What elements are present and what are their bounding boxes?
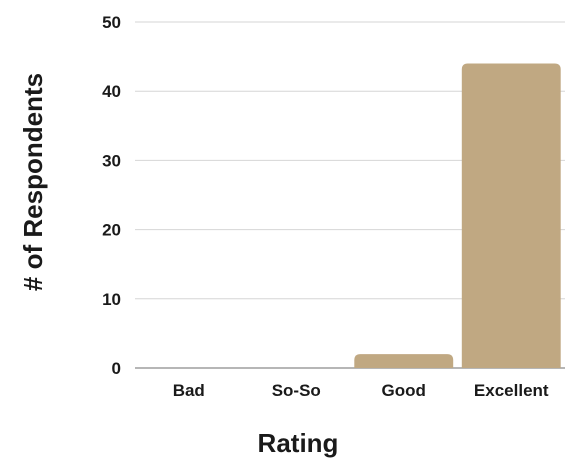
x-tick-label: Bad xyxy=(173,381,205,400)
y-tick-labels: 0 10 20 30 40 50 xyxy=(102,13,121,378)
bars xyxy=(354,63,561,369)
y-tick-label: 20 xyxy=(102,221,121,240)
x-tick-label: So-So xyxy=(272,381,321,400)
y-tick-label: 10 xyxy=(102,290,121,309)
x-axis-title: Rating xyxy=(258,428,339,458)
y-axis-title: # of Respondents xyxy=(18,73,48,291)
x-tick-labels: Bad So-So Good Excellent xyxy=(173,381,549,400)
x-tick-label: Excellent xyxy=(474,381,549,400)
bar-good xyxy=(354,354,454,368)
x-tick-label: Good xyxy=(382,381,426,400)
y-tick-label: 50 xyxy=(102,13,121,32)
bar-excellent xyxy=(461,63,561,369)
y-tick-label: 40 xyxy=(102,82,121,101)
y-tick-label: 0 xyxy=(112,359,121,378)
y-tick-label: 30 xyxy=(102,151,121,170)
